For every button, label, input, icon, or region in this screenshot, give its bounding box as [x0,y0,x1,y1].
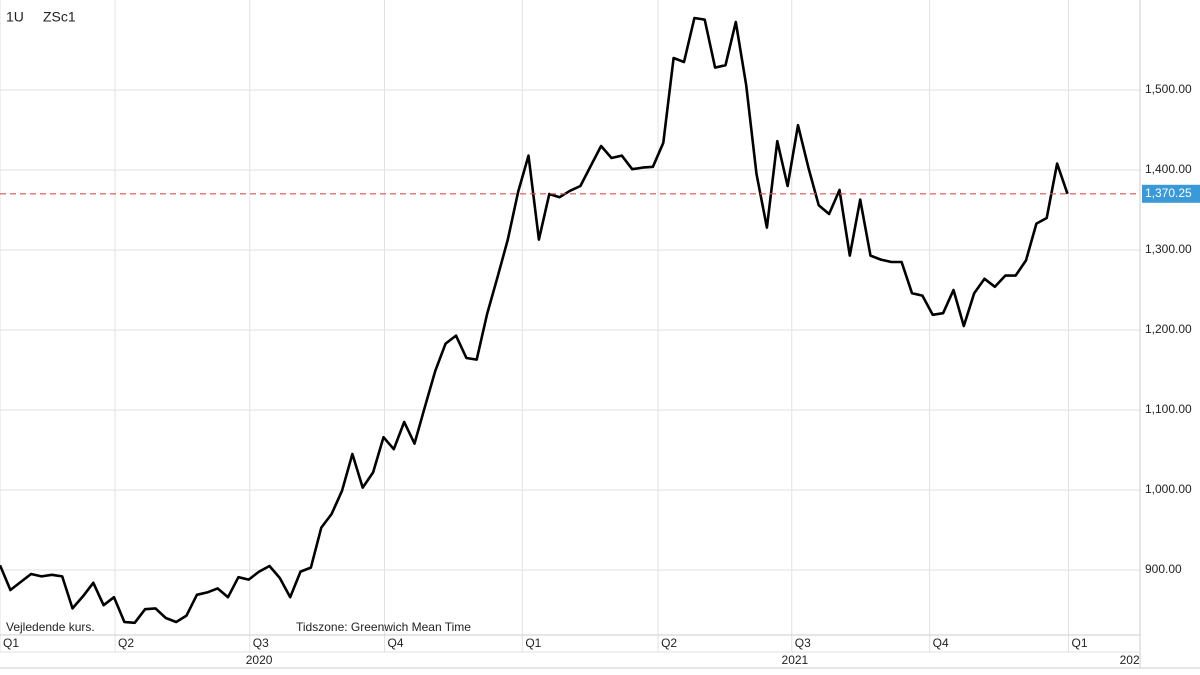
year-label: 2021 [782,653,809,667]
grid [0,0,1140,652]
x-tick-label: Q1 [525,636,541,650]
x-tick-label: Q3 [795,636,811,650]
x-tick-label: Q1 [3,636,19,650]
x-tick-label: Q1 [1071,636,1087,650]
price-line [0,16,1069,625]
y-tick-label: 1,000.00 [1145,482,1192,496]
y-tick-label: 1,500.00 [1145,82,1192,96]
y-tick-label: 1,100.00 [1145,402,1192,416]
timezone-note: Tidszone: Greenwich Mean Time [296,620,471,634]
footnote: Vejledende kurs. [6,620,95,634]
x-tick-label: Q4 [387,636,403,650]
year-label: 2020 [246,653,273,667]
y-tick-label: 1,400.00 [1145,162,1192,176]
symbol-label: 1U [6,9,24,25]
year-label: 202 [1120,653,1140,667]
y-tick-label: 900.00 [1145,562,1182,576]
x-tick-label: Q3 [253,636,269,650]
last-price-box [1142,184,1200,203]
y-tick-label: 1,200.00 [1145,322,1192,336]
x-tick-label: Q4 [933,636,949,650]
y-tick-label: 1,300.00 [1145,242,1192,256]
x-tick-label: Q2 [118,636,134,650]
last-price-label: 1,370.25 [1145,186,1192,200]
x-tick-label: Q2 [661,636,677,650]
symbol-label: ZSc1 [43,9,76,25]
